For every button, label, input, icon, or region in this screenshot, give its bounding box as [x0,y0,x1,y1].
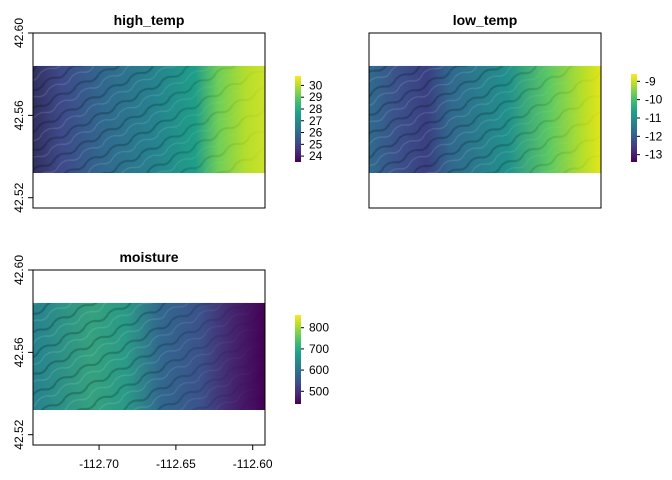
raster-texture [369,65,601,173]
panel-low_temp: low_temp -9 -10 -11 -12 -13 [368,12,663,209]
plot-frame [32,269,266,446]
y-tick-label: 42.56 [12,100,26,130]
legend-tick-label: 28 [309,102,323,116]
y-tick-label: 42.56 [12,337,26,367]
raster-texture [33,302,265,410]
legend-tick-label: -10 [645,93,663,107]
panel-title: low_temp [453,12,518,28]
raster-texture [33,65,265,173]
y-tick-label: 42.60 [12,255,26,285]
legend-tick-label: 29 [309,90,323,104]
panel-moisture: moisture 42.52 42.56 42.60 -112.70 -112.65 -11… [12,249,329,471]
legend-tick-label: -9 [645,74,656,88]
plot-frame [32,32,266,209]
legend-colorbar [295,76,301,162]
legend-tick-label: -11 [645,111,662,125]
legend-tick-label: 26 [309,126,323,140]
y-tick-label: 42.52 [12,419,26,449]
x-tick-label: -112.65 [156,457,196,471]
legend-tick-label: -13 [645,148,663,162]
legend-tick-label: 25 [309,137,323,151]
legend-tick-label: -12 [645,129,663,143]
panel-title: moisture [119,249,178,265]
legend-tick-label: 800 [309,321,329,335]
legend-tick-label: 24 [309,149,323,163]
x-tick-label: -112.70 [79,457,119,471]
legend-tick-label: 27 [309,114,323,128]
panel-title: high_temp [114,12,185,28]
legend: -9 -10 -11 -12 -13 [631,74,663,162]
legend-colorbar [295,315,301,404]
legend: 500 600 700 800 [295,315,329,404]
x-tick-label: -112.60 [233,457,273,471]
y-tick-label: 42.52 [12,182,26,212]
y-tick-label: 42.60 [12,18,26,48]
legend-tick-label: 600 [309,363,329,377]
legend-colorbar [631,74,637,162]
legend-tick-label: 700 [309,342,329,356]
legend-tick-label: 500 [309,384,329,398]
plot-frame [368,32,602,209]
legend-tick-label: 30 [309,78,323,92]
